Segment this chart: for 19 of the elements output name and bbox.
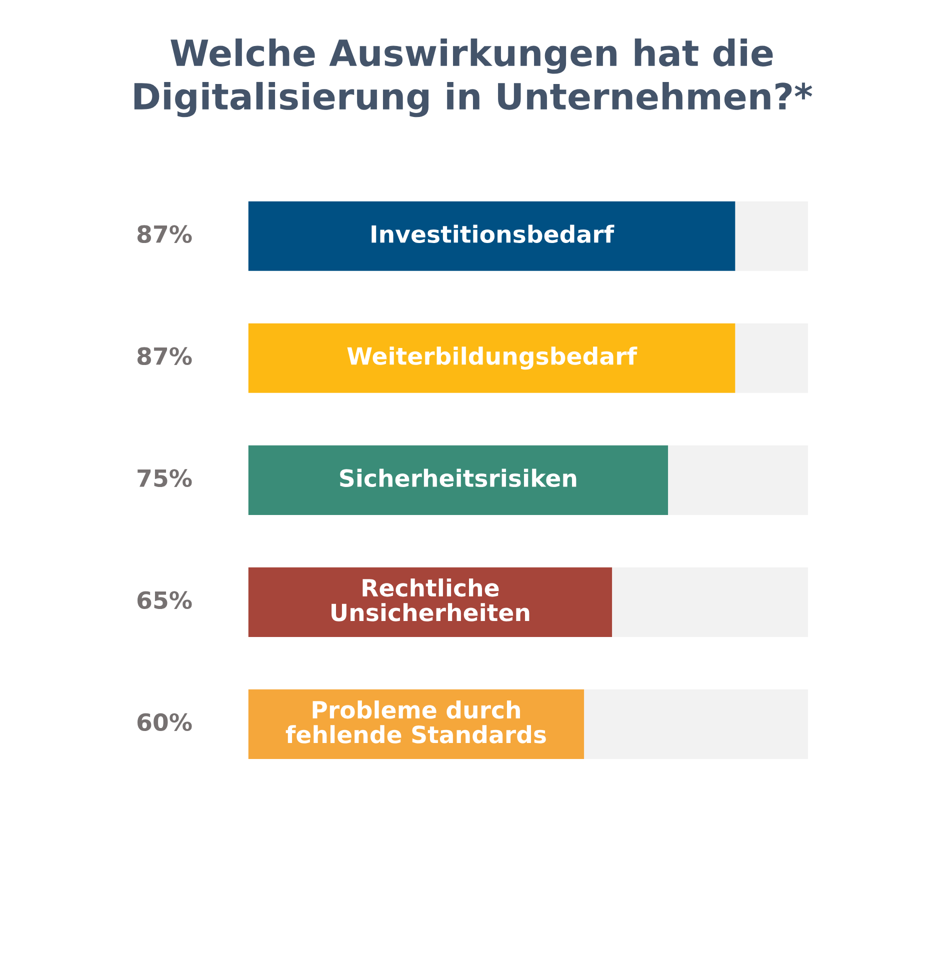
data-label: 65% [138, 591, 192, 610]
bar [248, 445, 668, 515]
bar [668, 445, 808, 515]
bar [248, 201, 736, 271]
y-tick-label: Rechtliche Unsicherheiten [332, 578, 530, 622]
bar [584, 689, 808, 759]
y-tick-label: Sicherheitsrisiken [340, 468, 576, 488]
y-tick-label: Weiterbildungsbedarf [347, 346, 638, 370]
y-tick-label: Probleme durch fehlende Standards [286, 700, 546, 744]
bar [735, 323, 808, 393]
bar [248, 323, 736, 393]
data-label: 87% [137, 347, 192, 366]
data-label: 87% [137, 225, 192, 243]
y-tick-label: Investitionsbedarf [372, 224, 614, 243]
bar [612, 567, 808, 637]
bar [735, 201, 808, 271]
chart-title: Welche Auswirkungen hat die Digitalisierung in Unternehmen?* [134, 38, 812, 118]
data-label: 60% [138, 713, 192, 732]
data-label: 75% [138, 469, 192, 488]
